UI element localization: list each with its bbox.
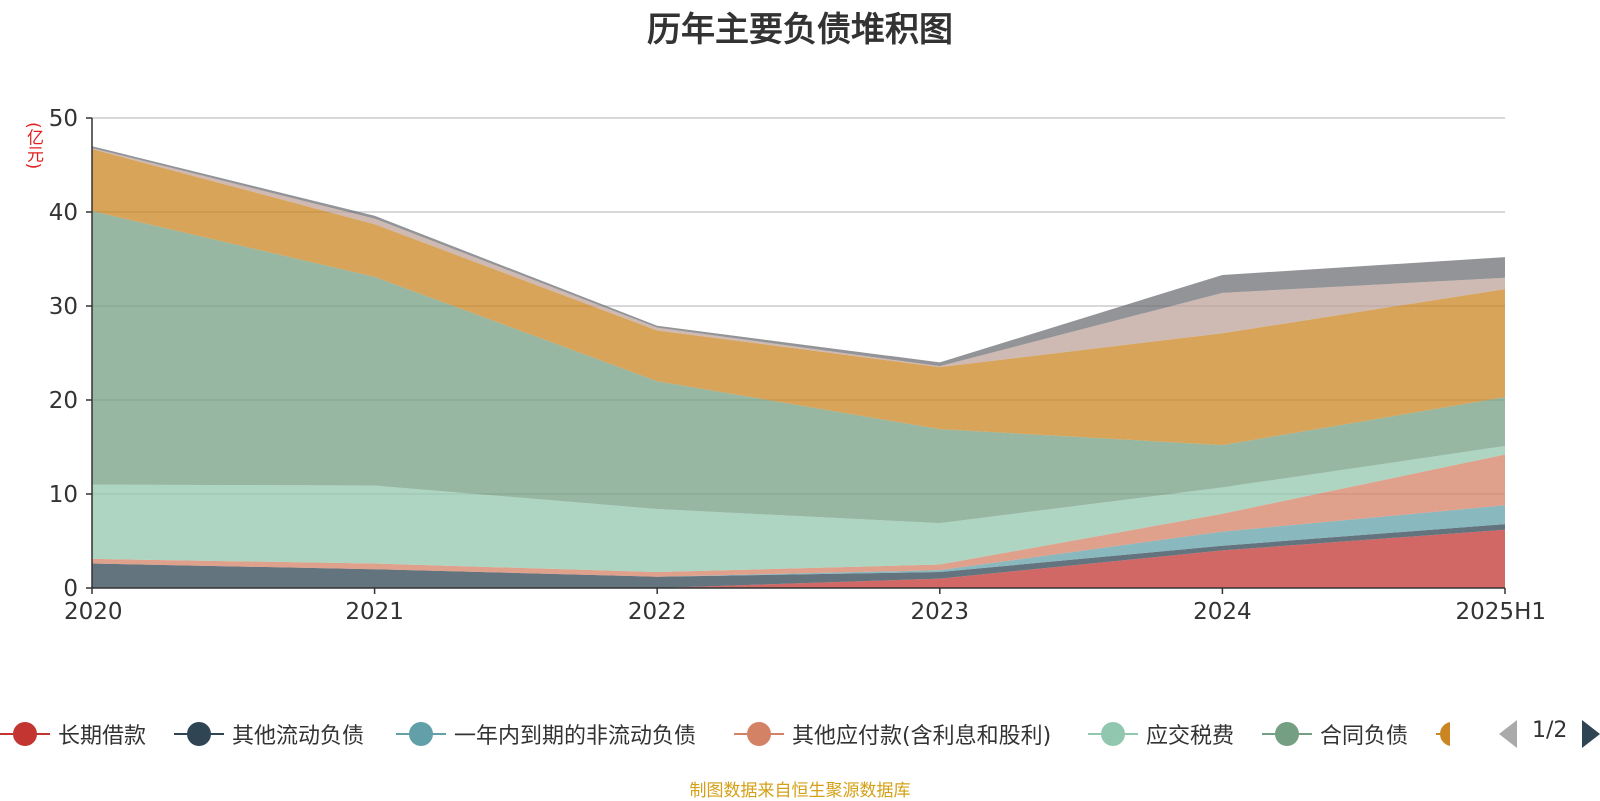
legend-item[interactable]: 其他流动负债 xyxy=(174,712,364,756)
legend-item[interactable]: 其他应付款(含利息和股利) xyxy=(734,712,1051,756)
stacked-area-chart: 0 10 20 30 40 50 2020 2021 2022 2023 2024 2025H1 xyxy=(49,106,1546,625)
axes: 0 10 20 30 40 50 2020 2021 2022 2023 2024 2025H1 xyxy=(49,106,1546,625)
area-series-1 xyxy=(92,529,1505,588)
legend-partial-marker-icon xyxy=(1436,712,1450,756)
legend-marker-icon xyxy=(0,712,50,756)
legend-marker-icon xyxy=(1262,712,1312,756)
legend-marker-icon xyxy=(734,712,784,756)
legend-label: 一年内到期的非流动负债 xyxy=(454,724,697,749)
legend-marker-icon xyxy=(1088,712,1138,756)
y-axis-unit-label: (亿元) xyxy=(23,122,43,170)
area-series-6 xyxy=(92,211,1505,524)
legend-marker-icon xyxy=(396,712,446,756)
x-tick-label: 2021 xyxy=(345,599,404,625)
y-tick-label: 10 xyxy=(49,482,78,508)
legend-page-indicator: 1/2 xyxy=(1532,718,1568,743)
legend-label: 合同负债 xyxy=(1320,724,1409,749)
legend-label: 长期借款 xyxy=(58,724,147,749)
y-tick-label: 30 xyxy=(49,294,78,320)
legend-label: 其他流动负债 xyxy=(232,724,365,749)
legend: 长期借款 其他流动负债 一年内到期的非流动负债 其他应付款(含利息和股利) 应交税费 合同… xyxy=(0,712,1600,756)
legend-item[interactable]: 长期借款 xyxy=(0,712,146,756)
x-tick-label: 2023 xyxy=(911,599,970,625)
legend-next-page-icon[interactable] xyxy=(1582,720,1600,748)
area-series-3 xyxy=(92,505,1505,577)
legend-item[interactable]: 合同负债 xyxy=(1262,712,1408,756)
legend-prev-page-icon[interactable] xyxy=(1499,720,1517,748)
legend-item[interactable]: 应交税费 xyxy=(1088,712,1234,756)
x-tick-label: 2025H1 xyxy=(1456,599,1546,625)
area-series-4 xyxy=(92,454,1505,577)
source-note: 制图数据来自恒生聚源数据库 xyxy=(689,781,911,801)
area-series-8 xyxy=(92,148,1505,368)
x-tick-label: 2022 xyxy=(628,599,687,625)
legend-label: 其他应付款(含利息和股利) xyxy=(792,724,1052,749)
area-series-5 xyxy=(92,446,1505,573)
y-tick-label: 0 xyxy=(63,576,78,602)
area-series-layer xyxy=(92,146,1505,588)
x-tick-label: 2024 xyxy=(1193,599,1252,625)
area-series-7 xyxy=(92,149,1505,446)
legend-marker-icon xyxy=(174,712,224,756)
x-tick-label: 2020 xyxy=(64,599,123,625)
y-tick-label: 40 xyxy=(49,200,78,226)
y-tick-label: 50 xyxy=(49,106,78,132)
y-tick-label: 20 xyxy=(49,388,78,414)
legend-label: 应交税费 xyxy=(1146,724,1235,749)
legend-item[interactable]: 一年内到期的非流动负债 xyxy=(396,712,696,756)
area-series-2 xyxy=(92,524,1505,588)
chart-title: 历年主要负债堆积图 xyxy=(647,10,953,50)
